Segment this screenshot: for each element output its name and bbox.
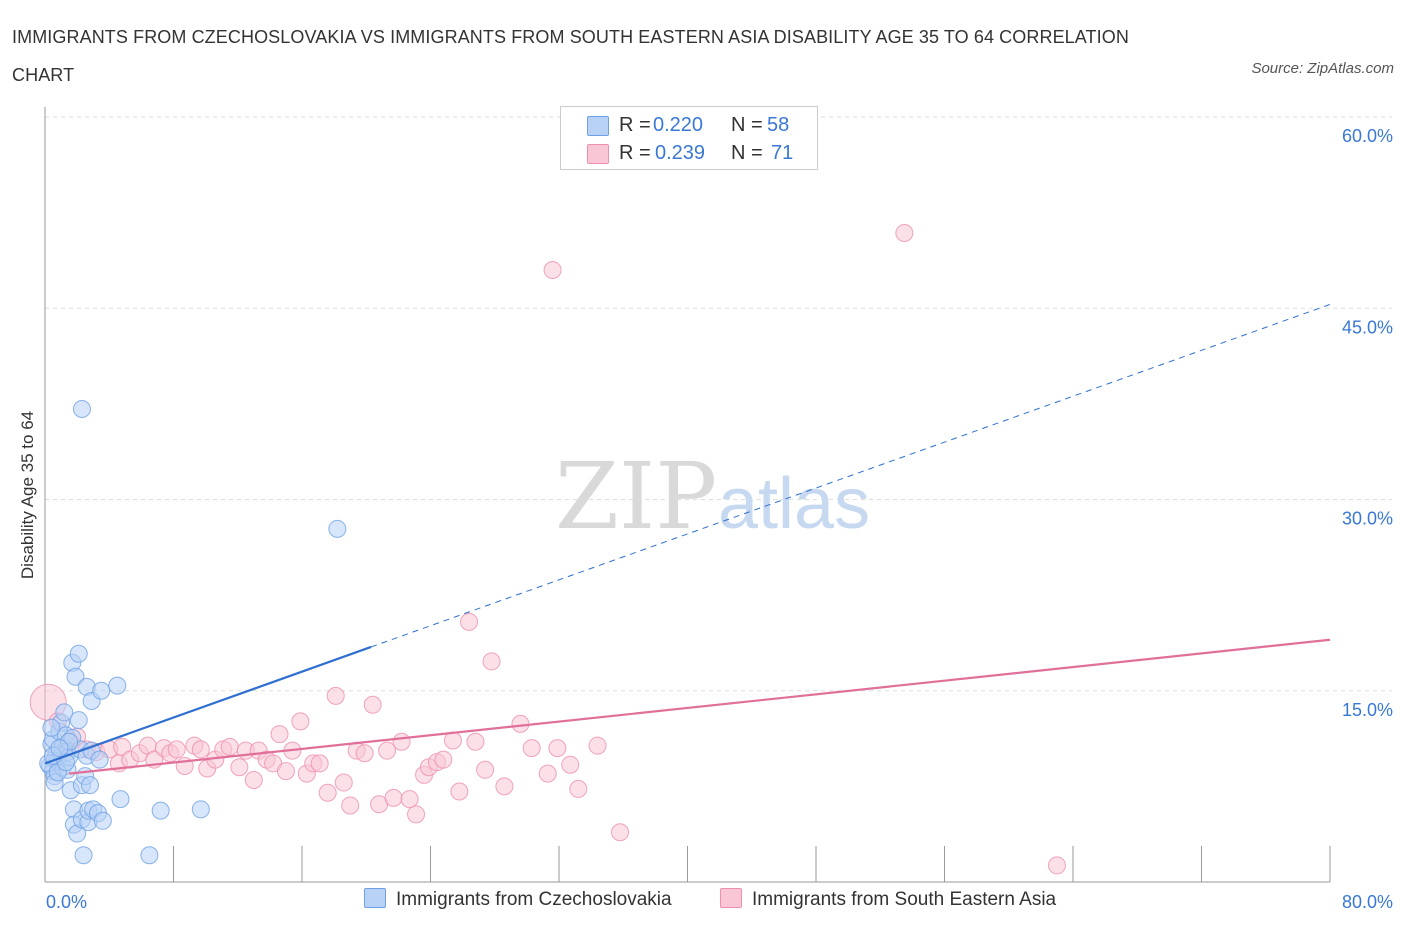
data-point <box>384 788 403 807</box>
data-point <box>66 667 85 686</box>
data-point <box>334 773 353 792</box>
data-point <box>220 737 239 756</box>
data-point <box>276 762 295 781</box>
blue-series-points <box>39 399 347 865</box>
blue-trend-extension <box>370 303 1331 648</box>
correlation-legend: R = 0.220 N = 58 R = 0.239 N = 71 <box>560 106 818 170</box>
watermark-zip: ZIP <box>555 443 717 550</box>
data-point <box>378 741 397 760</box>
x-tick-label-max: 80.0% <box>1342 892 1393 912</box>
trend-lines <box>44 303 1331 775</box>
data-point <box>80 776 99 795</box>
data-point <box>69 711 88 730</box>
data-point <box>611 823 630 842</box>
data-point <box>318 783 337 802</box>
data-point <box>450 782 469 801</box>
data-point <box>291 712 310 731</box>
pink-trend-line <box>68 638 1331 775</box>
data-point <box>244 771 263 789</box>
data-point <box>113 737 132 756</box>
data-point <box>111 790 130 809</box>
data-point <box>511 714 530 733</box>
bottom-legend-blue: Immigrants from Czechoslovakia <box>364 888 672 911</box>
data-point <box>482 652 501 671</box>
data-point <box>55 703 74 722</box>
data-point <box>588 736 607 755</box>
blue-trend-line <box>44 645 372 765</box>
y-tick-label-3: 60.0% <box>1342 126 1393 146</box>
pink-series-points <box>29 224 1066 875</box>
data-point <box>191 800 210 819</box>
legend-n-value: 71 <box>771 142 794 164</box>
data-point <box>569 779 588 798</box>
data-point <box>230 758 249 777</box>
data-point <box>108 676 127 695</box>
data-point <box>548 739 567 758</box>
data-point <box>90 750 109 769</box>
data-point <box>341 796 360 815</box>
data-point <box>151 801 170 820</box>
legend-n-label: N = <box>731 142 763 164</box>
legend-n-label: N = <box>731 114 763 136</box>
data-point <box>476 760 495 779</box>
data-point <box>400 790 419 809</box>
data-point <box>191 740 210 759</box>
data-point <box>50 739 69 758</box>
data-point <box>466 732 485 751</box>
legend-n-value: 58 <box>767 114 790 136</box>
data-point <box>167 740 186 759</box>
data-point <box>140 846 159 865</box>
series-name-pink: Immigrants from South Eastern Asia <box>752 889 1057 910</box>
x-tick-label-min: 0.0% <box>46 892 87 912</box>
bottom-legend-pink: Immigrants from South Eastern Asia <box>720 888 1056 911</box>
series-name-blue: Immigrants from Czechoslovakia <box>396 889 672 910</box>
data-point <box>434 750 453 769</box>
blue-swatch <box>587 116 609 136</box>
data-point <box>328 519 347 538</box>
data-point <box>42 718 61 737</box>
data-point <box>326 686 345 705</box>
data-point <box>310 754 329 773</box>
data-point <box>72 399 91 418</box>
data-point <box>895 224 914 243</box>
chart-title: IMMIGRANTS FROM CZECHOSLOVAKIA VS IMMIGR… <box>12 27 1129 85</box>
legend-r-value: 0.220 <box>653 114 704 136</box>
legend-r-value: 0.239 <box>655 142 706 164</box>
data-point <box>561 755 580 774</box>
data-point <box>1047 856 1066 875</box>
grid-lines <box>45 116 1392 692</box>
data-point <box>363 695 382 714</box>
data-point <box>74 846 93 865</box>
y-tick-label-2: 45.0% <box>1342 317 1393 337</box>
pink-swatch <box>587 144 609 164</box>
data-point <box>355 744 374 763</box>
data-point <box>93 811 112 830</box>
data-point <box>69 644 88 663</box>
data-point <box>538 764 557 783</box>
watermark-atlas: atlas <box>718 464 870 544</box>
y-tick-label-1: 30.0% <box>1342 509 1393 529</box>
blue-legend-swatch <box>364 888 386 908</box>
data-point <box>495 777 514 796</box>
data-point <box>407 805 426 824</box>
y-axis-label: Disability Age 35 to 64 <box>18 410 37 580</box>
data-point <box>392 732 411 751</box>
source-label: Source: ZipAtlas.com <box>1251 60 1394 77</box>
data-point <box>543 261 562 279</box>
data-point <box>92 681 111 700</box>
legend-r-label: R = <box>619 142 651 164</box>
data-point <box>522 739 541 758</box>
legend-r-label: R = <box>619 114 651 136</box>
y-tick-label-0: 15.0% <box>1342 700 1393 720</box>
pink-legend-swatch <box>720 888 742 908</box>
data-point <box>460 612 479 631</box>
tick-labels: 15.0% 30.0% 45.0% 60.0% 0.0% 80.0% <box>46 126 1393 912</box>
watermark: ZIP atlas <box>555 443 870 550</box>
data-point <box>270 725 289 744</box>
